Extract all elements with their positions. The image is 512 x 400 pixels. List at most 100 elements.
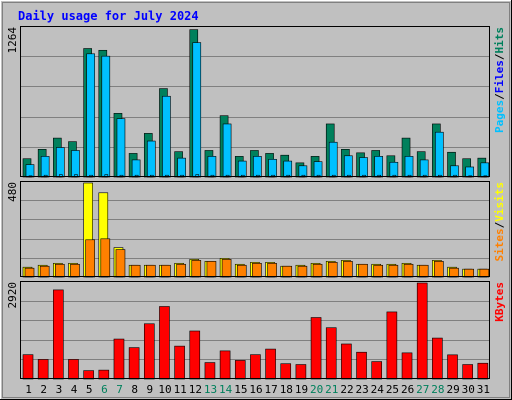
bar-sites-day-22: [343, 261, 353, 278]
legend-entry: Pages: [493, 100, 506, 133]
legend-entry: /: [493, 221, 506, 228]
bar-sites-day-18: [282, 265, 293, 278]
x-tick-label-day-17: 17: [265, 383, 278, 396]
x-tick-label-day-10: 10: [158, 383, 171, 396]
legend: Pages/Files/Hits: [493, 27, 506, 133]
x-tick-label-day-28: 28: [431, 383, 444, 396]
bar-kbytes-day-6: [98, 369, 110, 380]
bar-files-day-18: [283, 160, 293, 178]
x-tick-label-day-7: 7: [116, 383, 123, 396]
bar-sites-day-20: [312, 263, 323, 278]
x-axis-day-labels: 1 2 3 4 5 6 7 8 9 10 11 12 13 14 15 16 17 18 19 20 21 22 23 24 2…: [25, 383, 490, 396]
x-tick-label-day-14: 14: [219, 383, 233, 396]
chart-title: Daily usage for July 2024: [18, 9, 199, 23]
bar-kbytes-day-10: [159, 306, 170, 380]
bar-files-day-31: [480, 162, 490, 178]
panel-border: [20, 181, 490, 277]
bar-sites-day-27: [418, 264, 429, 278]
bar-files-day-3: [56, 147, 65, 178]
bar-kbytes-day-3: [53, 289, 64, 380]
bar-kbytes-day-19: [295, 364, 307, 380]
bar-kbytes-day-30: [462, 364, 473, 380]
bar-sites-day-28: [434, 261, 444, 278]
bar-files-day-11: [177, 157, 186, 178]
legend-entry: /: [493, 53, 506, 60]
bar-kbytes-day-20: [310, 317, 322, 380]
visits-sites-panel: 480 Sites/Visits: [6, 181, 506, 278]
bar-kbytes-day-17: [265, 348, 276, 380]
bar-files-day-21: [328, 141, 338, 178]
bar-files-day-26: [404, 156, 414, 178]
legend-entry: Visits: [493, 182, 506, 222]
x-tick-label-day-9: 9: [147, 383, 154, 396]
kbytes-panel: 2920 KBytes: [6, 281, 506, 380]
y-axis-max-label: 480: [6, 182, 19, 202]
legend-entry: Sites: [493, 228, 506, 261]
bar-kbytes-day-28: [432, 337, 443, 380]
bar-files-day-16: [253, 156, 262, 178]
bar-sites-day-8: [130, 264, 141, 278]
bar-files-day-25: [389, 161, 399, 178]
x-tick-label-day-1: 1: [25, 383, 32, 396]
bar-sites-day-14: [221, 259, 232, 278]
x-tick-label-day-4: 4: [71, 383, 78, 396]
x-tick-label-day-11: 11: [174, 383, 187, 396]
bar-kbytes-day-4: [68, 359, 79, 380]
bar-kbytes-day-13: [204, 362, 216, 380]
bar-sites-day-29: [449, 267, 459, 278]
x-tick-label-day-29: 29: [446, 383, 459, 396]
legend-entry: Hits: [493, 27, 506, 54]
bar-kbytes-day-1: [22, 354, 34, 380]
bar-sites-day-30: [464, 268, 474, 278]
bar-sites-day-2: [39, 265, 50, 278]
x-tick-label-day-2: 2: [40, 383, 47, 396]
bar-kbytes-day-21: [325, 327, 337, 380]
bar-sites-day-13: [206, 261, 217, 278]
bar-files-day-23: [359, 157, 368, 178]
bar-kbytes-day-23: [356, 351, 367, 380]
bar-sites-day-12: [191, 260, 202, 278]
x-tick-label-day-6: 6: [101, 383, 108, 396]
bar-sites-day-11: [176, 263, 186, 278]
bar-sites-day-4: [70, 263, 80, 278]
bar-files-day-12: [192, 42, 202, 178]
panel-plot-area: [20, 181, 490, 277]
bar-files-day-28: [435, 131, 444, 178]
x-tick-label-day-25: 25: [386, 383, 399, 396]
x-tick-label-day-31: 31: [477, 383, 490, 396]
legend-entry: /: [493, 93, 506, 100]
x-tick-label-day-13: 13: [204, 383, 217, 396]
x-tick-label-day-18: 18: [280, 383, 293, 396]
bar-kbytes-day-26: [401, 352, 413, 380]
bar-files-day-7: [116, 118, 126, 178]
bar-files-day-17: [268, 159, 277, 178]
x-tick-label-day-15: 15: [234, 383, 247, 396]
bar-kbytes-day-15: [234, 360, 246, 380]
bar-kbytes-day-29: [447, 354, 458, 380]
bar-sites-day-3: [55, 263, 65, 278]
x-tick-label-day-3: 3: [56, 383, 63, 396]
x-tick-label-day-20: 20: [310, 383, 323, 396]
bar-sites-day-31: [479, 268, 490, 278]
x-tick-label-day-19: 19: [295, 383, 308, 396]
bar-kbytes-day-27: [416, 282, 428, 380]
bar-sites-day-5: [85, 239, 95, 278]
bar-files-day-14: [222, 123, 232, 178]
x-tick-label-day-21: 21: [325, 383, 338, 396]
bar-files-day-9: [146, 140, 156, 178]
panel-border: [20, 281, 490, 379]
bar-sites-day-15: [236, 264, 247, 278]
bar-sites-day-26: [403, 263, 414, 278]
panel-border: [20, 26, 490, 177]
bar-kbytes-day-8: [128, 347, 140, 380]
x-tick-label-day-27: 27: [416, 383, 429, 396]
bar-kbytes-day-22: [341, 343, 352, 380]
bar-files-day-8: [131, 159, 141, 178]
bar-kbytes-day-18: [280, 363, 292, 380]
y-axis-max-label: 2920: [6, 282, 19, 309]
bar-sites-day-17: [267, 262, 277, 278]
bar-files-day-15: [237, 160, 247, 178]
x-tick-label-day-26: 26: [401, 383, 414, 396]
bar-files-day-5: [86, 53, 95, 178]
